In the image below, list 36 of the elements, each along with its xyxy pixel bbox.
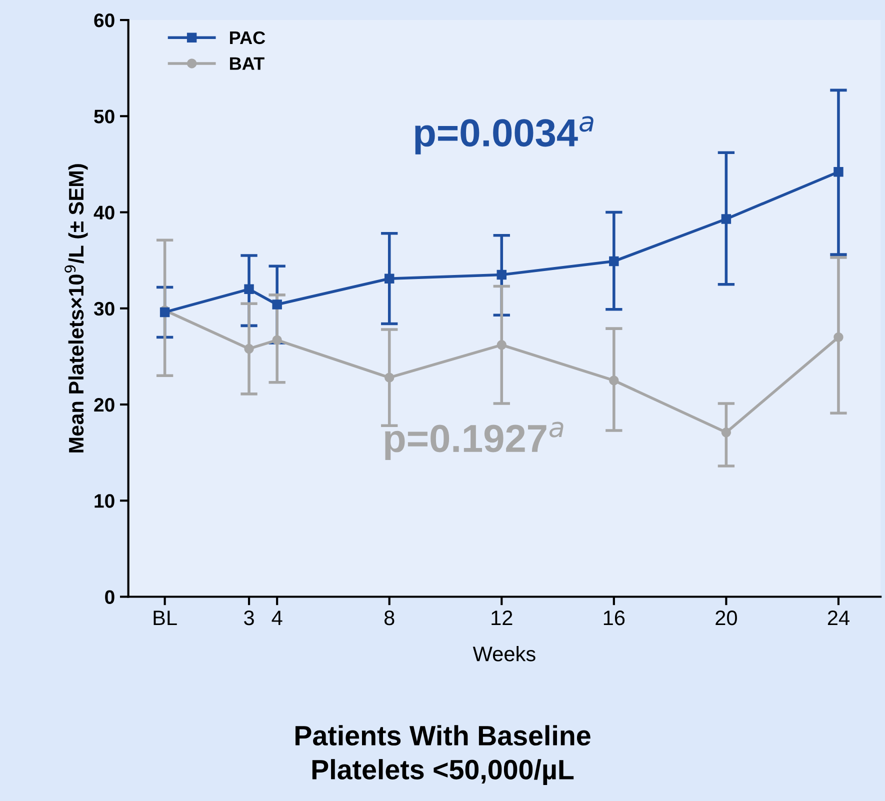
annotation: p=0.1927$^{a}$ [385, 422, 564, 460]
point [496, 270, 507, 280]
y-tick-label: 60 [94, 13, 114, 28]
point [272, 300, 282, 310]
x-axis-title: Weeks [472, 646, 536, 662]
y-tick-label: 30 [94, 302, 114, 316]
y-axis-title: Mean Platelets×10$^{9}$/L (± SEM) [64, 164, 88, 452]
point [721, 428, 732, 438]
x-tick-label: 20 [716, 610, 737, 626]
point [384, 372, 394, 382]
legend-label: PAC [230, 31, 266, 44]
x-tick-label: 8 [384, 610, 394, 626]
y-tick-label: 50 [94, 110, 114, 124]
x-tick-label: 3 [244, 610, 254, 626]
x-tick-label: 16 [604, 610, 625, 626]
point [721, 214, 732, 224]
text: Patients With Baseline Platelets <50,000/µL [296, 725, 590, 785]
y-tick-label: 40 [94, 206, 114, 220]
y-tick-label: 20 [94, 398, 114, 412]
point [272, 335, 282, 345]
point [244, 344, 254, 354]
point [496, 340, 507, 350]
point [609, 256, 619, 266]
point [834, 167, 844, 177]
point [834, 332, 844, 342]
point [384, 274, 394, 284]
x-tick-label: 12 [492, 610, 512, 626]
x-tick-label: 24 [828, 610, 850, 626]
point [244, 284, 254, 294]
x-tick-label: BL [154, 610, 177, 626]
legend-label: BAT [230, 57, 264, 70]
x-tick-label: 4 [272, 610, 282, 626]
point [609, 376, 619, 386]
y-tick-label: 10 [94, 494, 114, 508]
annotation: p=0.0034$^{a}$ [415, 116, 594, 154]
y-tick-label: 0 [105, 590, 114, 604]
